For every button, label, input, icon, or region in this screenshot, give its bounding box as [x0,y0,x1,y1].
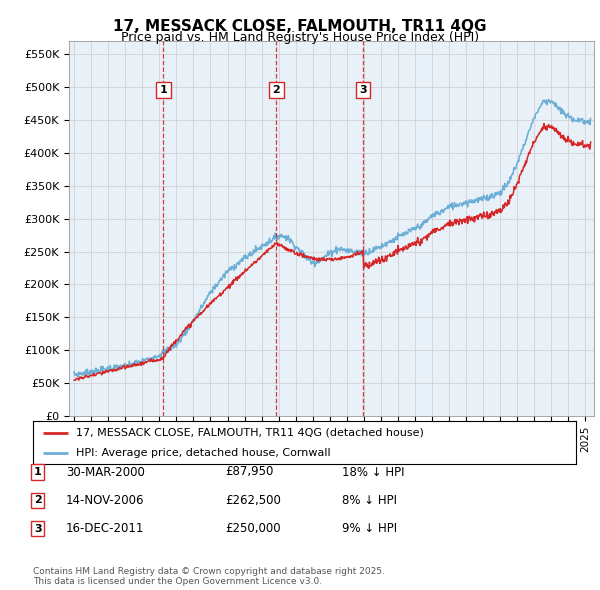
Text: 2: 2 [272,85,280,95]
Text: £262,500: £262,500 [225,494,281,507]
Text: HPI: Average price, detached house, Cornwall: HPI: Average price, detached house, Corn… [76,448,331,458]
Text: 17, MESSACK CLOSE, FALMOUTH, TR11 4QG (detached house): 17, MESSACK CLOSE, FALMOUTH, TR11 4QG (d… [76,428,424,438]
Text: 14-NOV-2006: 14-NOV-2006 [66,494,145,507]
Text: 16-DEC-2011: 16-DEC-2011 [66,522,145,535]
Text: 1: 1 [160,85,167,95]
Text: 1: 1 [34,467,41,477]
Text: 2: 2 [34,496,41,505]
Text: 9% ↓ HPI: 9% ↓ HPI [342,522,397,535]
Text: £87,950: £87,950 [225,466,274,478]
Text: 3: 3 [359,85,367,95]
Text: £250,000: £250,000 [225,522,281,535]
Text: 17, MESSACK CLOSE, FALMOUTH, TR11 4QG: 17, MESSACK CLOSE, FALMOUTH, TR11 4QG [113,19,487,34]
Text: Contains HM Land Registry data © Crown copyright and database right 2025.
This d: Contains HM Land Registry data © Crown c… [33,567,385,586]
Text: 30-MAR-2000: 30-MAR-2000 [66,466,145,478]
Text: 18% ↓ HPI: 18% ↓ HPI [342,466,404,478]
Text: 8% ↓ HPI: 8% ↓ HPI [342,494,397,507]
Text: Price paid vs. HM Land Registry's House Price Index (HPI): Price paid vs. HM Land Registry's House … [121,31,479,44]
Text: 3: 3 [34,524,41,533]
